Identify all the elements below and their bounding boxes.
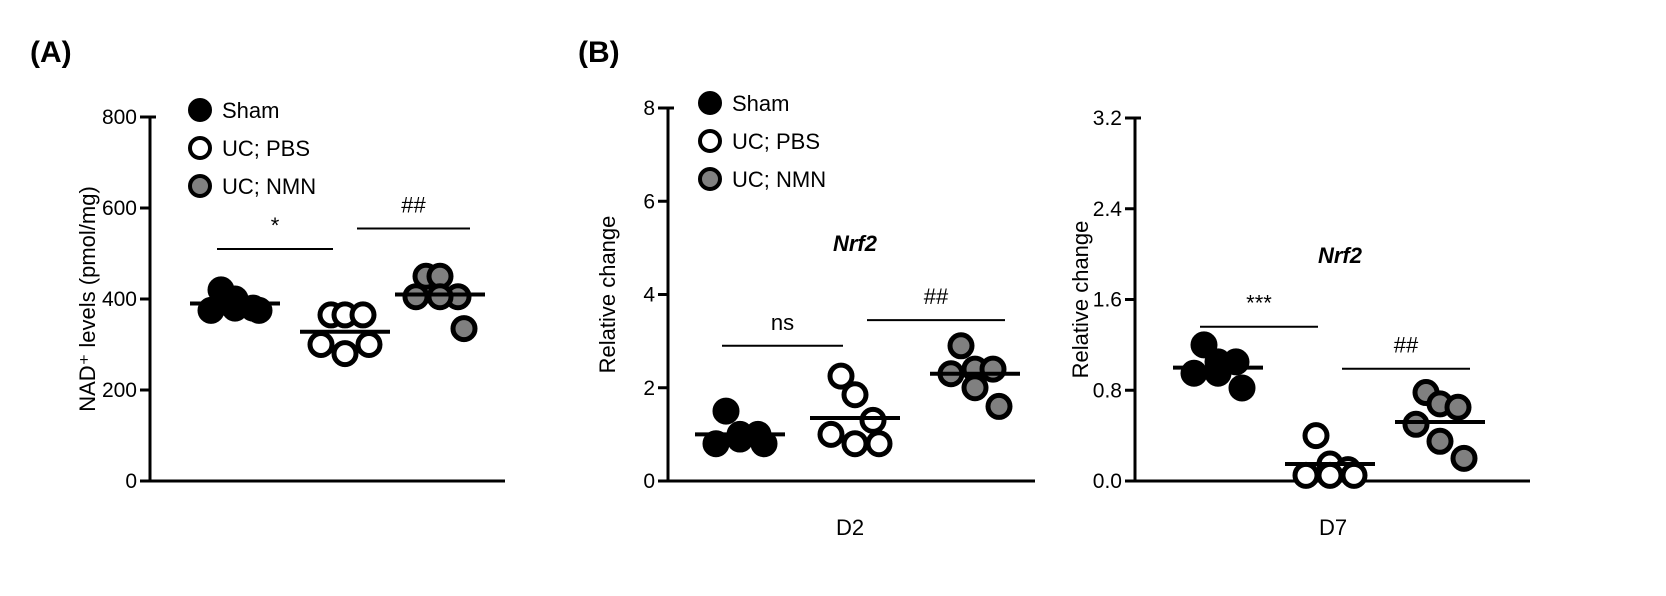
data-point (1190, 331, 1218, 359)
x-axis-label: D7 (1319, 515, 1347, 540)
significance-label: *** (1246, 291, 1272, 316)
significance-label: ## (1394, 333, 1419, 358)
legend-label: UC; PBS (222, 136, 310, 161)
legend-marker (698, 167, 722, 191)
data-point (841, 381, 869, 409)
gene-label: Nrf2 (1318, 243, 1363, 268)
legend-label: Sham (732, 91, 789, 116)
data-point (1426, 427, 1454, 455)
data-point (426, 283, 454, 311)
data-point (1204, 359, 1232, 387)
data-point (841, 430, 869, 458)
data-point (1340, 461, 1368, 489)
data-point (961, 374, 989, 402)
data-point (450, 315, 478, 343)
data-point (307, 331, 335, 358)
data-point (1292, 461, 1320, 489)
data-point (859, 406, 887, 434)
data-point (947, 332, 975, 360)
legend-label: UC; PBS (732, 129, 820, 154)
data-point (1180, 359, 1208, 387)
y-tick-label: 1.6 (1093, 289, 1122, 312)
panel-label: (B) (578, 36, 620, 69)
data-point (331, 340, 359, 368)
y-tick-label: 400 (102, 288, 137, 311)
significance-label: ## (924, 284, 949, 309)
legend-marker (698, 129, 722, 153)
y-tick-label: 200 (102, 379, 137, 402)
y-tick-label: 6 (643, 190, 655, 213)
legend-marker (188, 136, 212, 160)
data-point (1402, 410, 1430, 438)
y-tick-label: 3.2 (1093, 107, 1122, 130)
data-point (402, 283, 430, 311)
legend-label: Sham (222, 98, 279, 123)
panel-label: (A) (30, 36, 72, 69)
y-tick-label: 800 (102, 106, 137, 129)
data-point (985, 392, 1013, 420)
data-point (1316, 461, 1344, 489)
significance-label: * (271, 213, 280, 238)
y-tick-label: 600 (102, 197, 137, 220)
data-point (349, 301, 377, 329)
y-tick-label: 2 (643, 377, 655, 400)
y-tick-label: 2.4 (1093, 198, 1123, 221)
legend-marker (698, 91, 722, 115)
legend-marker (188, 174, 212, 198)
data-point (1302, 422, 1330, 450)
y-tick-label: 0.0 (1093, 470, 1122, 493)
significance-label: ns (771, 310, 794, 335)
legend-label: UC; NMN (222, 174, 316, 199)
x-axis-label: D2 (836, 515, 864, 540)
data-point (1450, 444, 1478, 472)
significance-label: ## (401, 192, 426, 217)
data-point (355, 331, 383, 358)
y-tick-label: 0.8 (1093, 379, 1122, 402)
y-axis-label: NAD⁺ levels (pmol/mg) (75, 186, 100, 412)
y-tick-label: 0 (125, 470, 137, 493)
data-point (1228, 374, 1256, 402)
data-point (221, 294, 249, 322)
y-axis-label: Relative change (1068, 221, 1093, 379)
data-point (827, 362, 855, 390)
data-point (712, 397, 740, 425)
y-tick-label: 8 (643, 97, 655, 120)
gene-label: Nrf2 (833, 231, 878, 256)
data-point (865, 430, 893, 458)
y-axis-label: Relative change (595, 216, 620, 374)
legend-marker (188, 98, 212, 122)
y-tick-label: 0 (643, 470, 655, 493)
y-tick-label: 4 (643, 284, 655, 307)
data-point (979, 355, 1007, 383)
data-point (817, 420, 845, 448)
data-point (726, 425, 754, 453)
legend-label: UC; NMN (732, 167, 826, 192)
data-point (1444, 393, 1472, 421)
